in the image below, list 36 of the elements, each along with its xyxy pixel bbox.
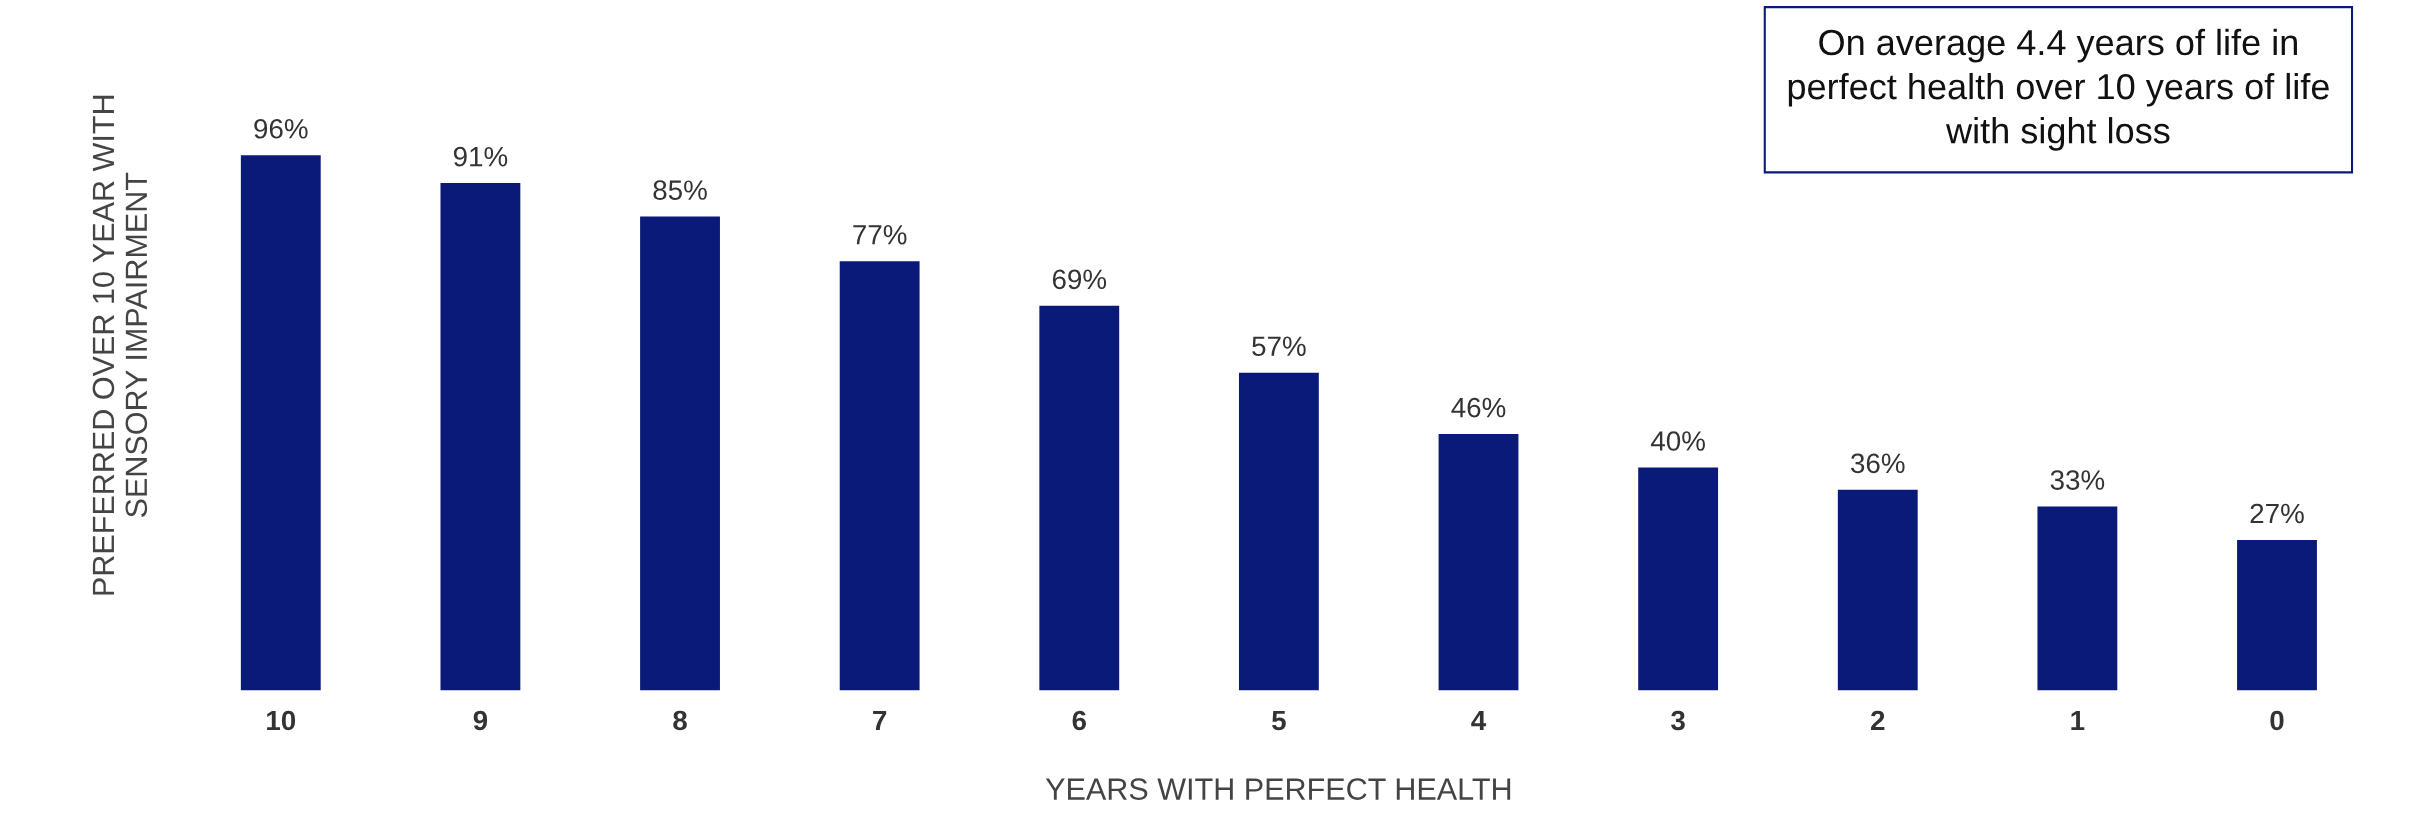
x-tick-label: 2 [1870, 710, 1885, 731]
text: On average 4.4 years of life in perfect health over 10 years of life with sight loss [1788, 28, 2329, 151]
x-tick-label: 0 [2270, 710, 2284, 731]
y-axis-title: PREFERRED OVER 10 YEAR WITH SENSORY IMPAIRMENT [92, 95, 148, 595]
data-label: 40% [1650, 431, 1705, 451]
bar [1638, 467, 1719, 691]
data-label: 77% [853, 225, 907, 245]
x-tick-label: 5 [1272, 710, 1286, 731]
x-axis-title: YEARS WITH PERFECT HEALTH [1045, 778, 1511, 800]
x-tick-label: 1 [2071, 710, 2085, 731]
data-label: 96% [254, 118, 308, 139]
x-tick-label: 3 [1671, 710, 1685, 731]
x-tick-label: 7 [873, 710, 887, 731]
bar [1238, 372, 1319, 691]
bar [240, 155, 321, 691]
data-label: 46% [1451, 397, 1506, 418]
x-tick-label: 8 [673, 710, 687, 731]
x-tick-label: 10 [267, 710, 296, 731]
bar [2237, 539, 2317, 691]
data-label: 33% [2050, 470, 2105, 490]
bar [2037, 506, 2118, 691]
bar [640, 216, 720, 691]
data-label: 27% [2250, 503, 2304, 524]
data-label: 69% [1052, 269, 1107, 290]
data-label: 85% [653, 180, 707, 200]
bar [1039, 305, 1120, 691]
data-label: 36% [1851, 453, 1905, 474]
bar [1837, 489, 1918, 691]
x-tick-label: 6 [1072, 710, 1086, 731]
x-tick-label: 9 [473, 710, 488, 731]
bar [839, 261, 920, 691]
data-label: 57% [1252, 336, 1306, 357]
data-label: 91% [453, 146, 508, 167]
x-tick-label: 4 [1471, 710, 1487, 731]
bar [440, 183, 521, 691]
bar [1438, 434, 1519, 691]
